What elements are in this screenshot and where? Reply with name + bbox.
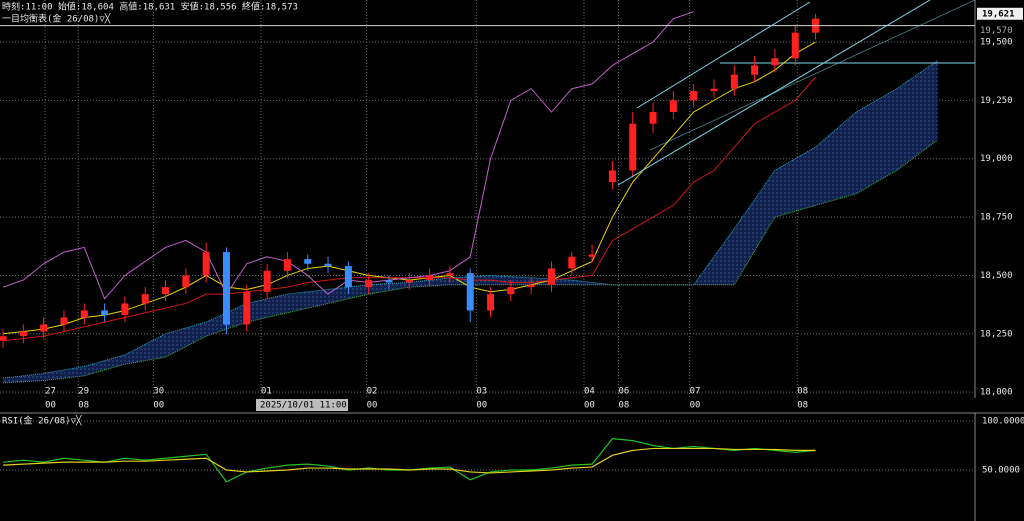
x-hour-label: 00 xyxy=(45,401,56,411)
y-tick-label: 18,500 xyxy=(980,271,1013,281)
candle-body xyxy=(649,112,657,124)
x-hour-label: 00 xyxy=(584,401,595,411)
price-label: 19,570 xyxy=(980,26,1013,36)
candle-body xyxy=(283,259,291,271)
candle-body xyxy=(669,100,677,113)
candle-body xyxy=(568,256,576,269)
candle-body xyxy=(507,287,515,295)
candle-body xyxy=(426,275,434,281)
cursor-info: 時刻:11:00 始値:18,604 高値:18,631 安値:18,556 終… xyxy=(2,1,298,13)
candle-body xyxy=(19,331,27,337)
rsi-line xyxy=(3,447,816,474)
cursor-label: 2025/10/01 11:00 xyxy=(260,401,347,411)
x-hour-label: 00 xyxy=(367,401,378,411)
y-tick-label: 19,000 xyxy=(980,154,1013,164)
candle-body xyxy=(608,170,616,183)
candle-body xyxy=(182,275,190,288)
candle-body xyxy=(791,32,799,59)
candle-body xyxy=(710,88,718,92)
x-hour-label: 00 xyxy=(690,401,701,411)
y-tick-label: 19,500 xyxy=(980,38,1013,48)
candle-body xyxy=(263,270,271,292)
x-day-label: 30 xyxy=(153,387,164,397)
trend-channel xyxy=(636,1,811,109)
y-tick-label: 18,250 xyxy=(980,329,1013,339)
candle-body xyxy=(751,65,759,75)
x-day-label: 29 xyxy=(78,387,89,397)
x-day-label: 08 xyxy=(797,387,808,397)
candle-body xyxy=(487,294,495,311)
last-price-label: 19,621 xyxy=(982,9,1015,19)
candle-body xyxy=(40,324,48,332)
candle-body xyxy=(344,266,352,288)
x-day-label: 27 xyxy=(45,387,56,397)
candle-body xyxy=(202,252,210,276)
candle-body xyxy=(527,284,535,288)
last-price-box xyxy=(977,7,1023,20)
y-tick-label: 18,000 xyxy=(980,388,1013,398)
cursor-label-box xyxy=(256,399,348,411)
candle-body xyxy=(629,123,637,171)
y-tick-label: 19,250 xyxy=(980,96,1013,106)
y-tick-label: 18,750 xyxy=(980,213,1013,223)
candle-body xyxy=(80,310,88,318)
candle-body xyxy=(222,252,230,325)
candle-body xyxy=(101,310,109,316)
x-day-label: 01 xyxy=(261,387,272,397)
leading-span-b xyxy=(3,139,938,384)
y-tick-label: 50.0000 xyxy=(982,466,1020,476)
candle-body xyxy=(446,273,454,276)
trend-channel xyxy=(649,0,976,151)
candle-body xyxy=(324,263,332,267)
indicator-label[interactable]: 一目均衡表(金 26/08)▽╳ xyxy=(2,13,111,25)
candle-body xyxy=(304,259,312,264)
candle-body xyxy=(0,336,7,341)
x-hour-label: 08 xyxy=(619,401,630,411)
candle-body xyxy=(547,268,555,285)
x-day-label: 02 xyxy=(367,387,378,397)
x-day-label: 03 xyxy=(476,387,487,397)
candle-body xyxy=(588,254,596,257)
candle-body xyxy=(243,291,251,325)
price-panel: 18,000 18,250 18,500 18,750 19,000 19,250 19,5… xyxy=(0,0,1023,411)
candle-body xyxy=(771,58,779,66)
candle-body xyxy=(141,294,149,304)
x-day-label: 04 xyxy=(584,387,595,397)
y-tick-label: 100.0000 xyxy=(982,417,1024,427)
x-hour-label: 08 xyxy=(78,401,89,411)
candle-body xyxy=(365,280,373,288)
x-hour-label: 00 xyxy=(153,401,164,411)
candle-body xyxy=(162,287,170,295)
cloud xyxy=(3,60,938,383)
x-day-label: 07 xyxy=(690,387,701,397)
candle-body xyxy=(60,317,68,325)
candle-body xyxy=(690,91,698,101)
candle-body xyxy=(405,280,413,283)
x-hour-label: 08 xyxy=(797,401,808,411)
rsi-panel: 100.0000 50.0000 xyxy=(0,417,1024,483)
indicator-label[interactable]: RSI(金 26/08)▽╳ xyxy=(2,415,82,427)
x-hour-label: 00 xyxy=(476,401,487,411)
candle-body xyxy=(466,273,474,311)
candle-body xyxy=(121,303,129,316)
candle-body xyxy=(730,74,738,89)
x-day-label: 06 xyxy=(619,387,630,397)
candle-body xyxy=(385,280,393,283)
